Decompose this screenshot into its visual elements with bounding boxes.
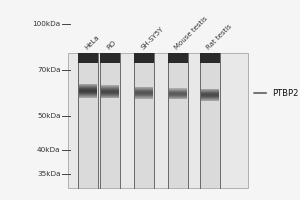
Bar <box>200 53 220 188</box>
Bar <box>79 93 97 94</box>
Bar <box>169 91 187 92</box>
Bar <box>169 98 187 99</box>
Bar <box>135 89 153 90</box>
Bar <box>201 93 219 94</box>
Bar <box>79 97 97 98</box>
Bar <box>78 53 98 63</box>
Bar <box>201 98 219 99</box>
Bar <box>135 92 153 93</box>
Text: HeLa: HeLa <box>84 34 100 51</box>
Bar <box>79 86 97 87</box>
Bar <box>101 91 119 92</box>
Text: 70kDa: 70kDa <box>37 67 61 73</box>
Bar <box>201 95 219 96</box>
Text: SH-SY5Y: SH-SY5Y <box>140 26 165 51</box>
Bar <box>68 53 248 188</box>
Bar <box>135 91 153 92</box>
Bar <box>201 99 219 100</box>
Bar <box>100 53 120 63</box>
Bar <box>101 89 119 90</box>
Bar <box>169 90 187 91</box>
Bar <box>169 94 187 95</box>
Bar <box>79 91 97 92</box>
Bar <box>79 85 97 86</box>
Bar <box>169 96 187 97</box>
Bar <box>135 96 153 97</box>
Bar <box>79 92 97 93</box>
Bar <box>100 53 120 188</box>
Bar <box>135 93 153 94</box>
Text: 50kDa: 50kDa <box>37 113 61 119</box>
Bar <box>101 92 119 93</box>
Bar <box>169 92 187 93</box>
Bar <box>135 94 153 95</box>
Bar <box>101 97 119 98</box>
Bar <box>101 86 119 87</box>
Bar <box>101 94 119 95</box>
Bar <box>79 88 97 89</box>
Bar <box>134 53 154 188</box>
Bar <box>168 53 188 63</box>
Bar <box>135 95 153 96</box>
Bar <box>168 53 188 188</box>
Bar <box>135 87 153 88</box>
Bar <box>135 88 153 89</box>
Bar <box>79 90 97 91</box>
Bar <box>79 89 97 90</box>
Bar <box>201 91 219 92</box>
Bar <box>78 53 98 188</box>
Bar <box>169 97 187 98</box>
Text: Mouse testis: Mouse testis <box>174 16 209 51</box>
Text: Rat testis: Rat testis <box>206 24 233 51</box>
Bar <box>79 84 97 85</box>
Text: 35kDa: 35kDa <box>37 171 61 177</box>
Bar <box>101 87 119 88</box>
Bar <box>169 88 187 89</box>
Bar <box>79 94 97 95</box>
Bar <box>135 90 153 91</box>
Bar <box>101 95 119 96</box>
Text: RO: RO <box>106 40 117 51</box>
Bar <box>101 88 119 89</box>
Bar <box>169 89 187 90</box>
Bar <box>79 87 97 88</box>
Bar <box>79 95 97 96</box>
Bar <box>101 85 119 86</box>
Bar <box>134 53 154 63</box>
Bar <box>101 90 119 91</box>
Bar <box>135 97 153 98</box>
Text: 40kDa: 40kDa <box>37 147 61 153</box>
Bar <box>201 90 219 91</box>
Bar <box>169 95 187 96</box>
Bar <box>201 97 219 98</box>
Text: PTBP2: PTBP2 <box>254 88 298 98</box>
Bar <box>201 94 219 95</box>
Bar <box>101 93 119 94</box>
Bar <box>169 93 187 94</box>
Bar <box>79 96 97 97</box>
Bar <box>201 96 219 97</box>
Bar <box>201 92 219 93</box>
Bar <box>200 53 220 63</box>
Text: 100kDa: 100kDa <box>32 21 61 27</box>
Bar <box>101 96 119 97</box>
Bar <box>135 98 153 99</box>
Bar <box>201 89 219 90</box>
Bar <box>201 100 219 101</box>
